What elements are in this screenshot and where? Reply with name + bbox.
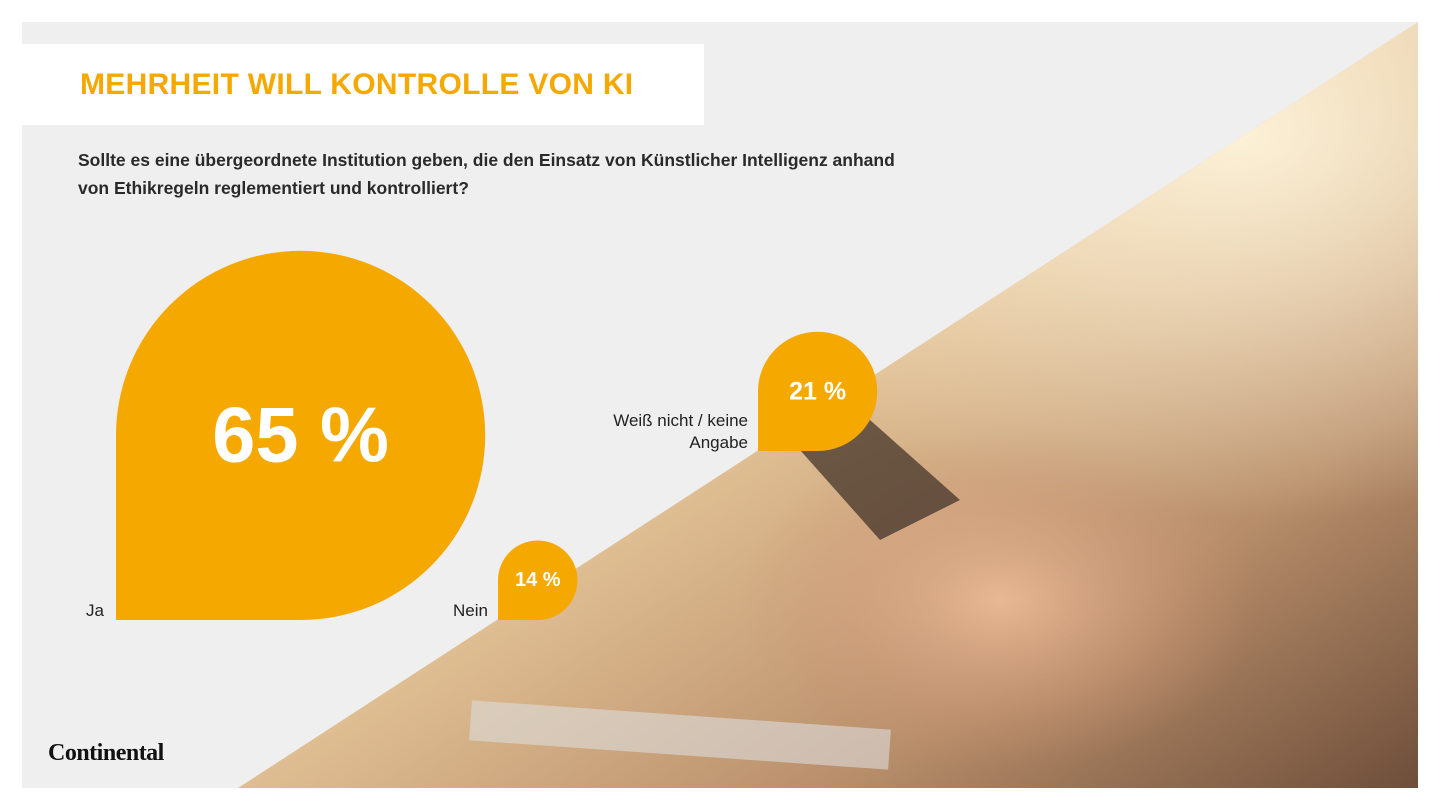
chart-title: MEHRHEIT WILL KONTROLLE VON KI xyxy=(80,68,634,101)
photo-hand xyxy=(740,430,1260,770)
photo-keyboard xyxy=(469,700,891,770)
photo-phone xyxy=(800,420,960,540)
drop xyxy=(758,331,878,452)
category-label: Nein xyxy=(453,601,488,620)
value-label: 65 % xyxy=(212,392,389,478)
value-label: 14 % xyxy=(515,569,561,591)
category-label: Ja xyxy=(86,601,104,620)
logo: Continental xyxy=(48,740,164,766)
title-box: MEHRHEIT WILL KONTROLLE VON KI xyxy=(22,44,704,125)
drop xyxy=(116,250,486,621)
value-label: 21 % xyxy=(789,377,846,405)
drop xyxy=(498,540,578,620)
category-label: Weiß nicht / keine Angabe xyxy=(613,411,748,452)
subtitle: Sollte es eine übergeordnete Institution… xyxy=(78,150,895,198)
